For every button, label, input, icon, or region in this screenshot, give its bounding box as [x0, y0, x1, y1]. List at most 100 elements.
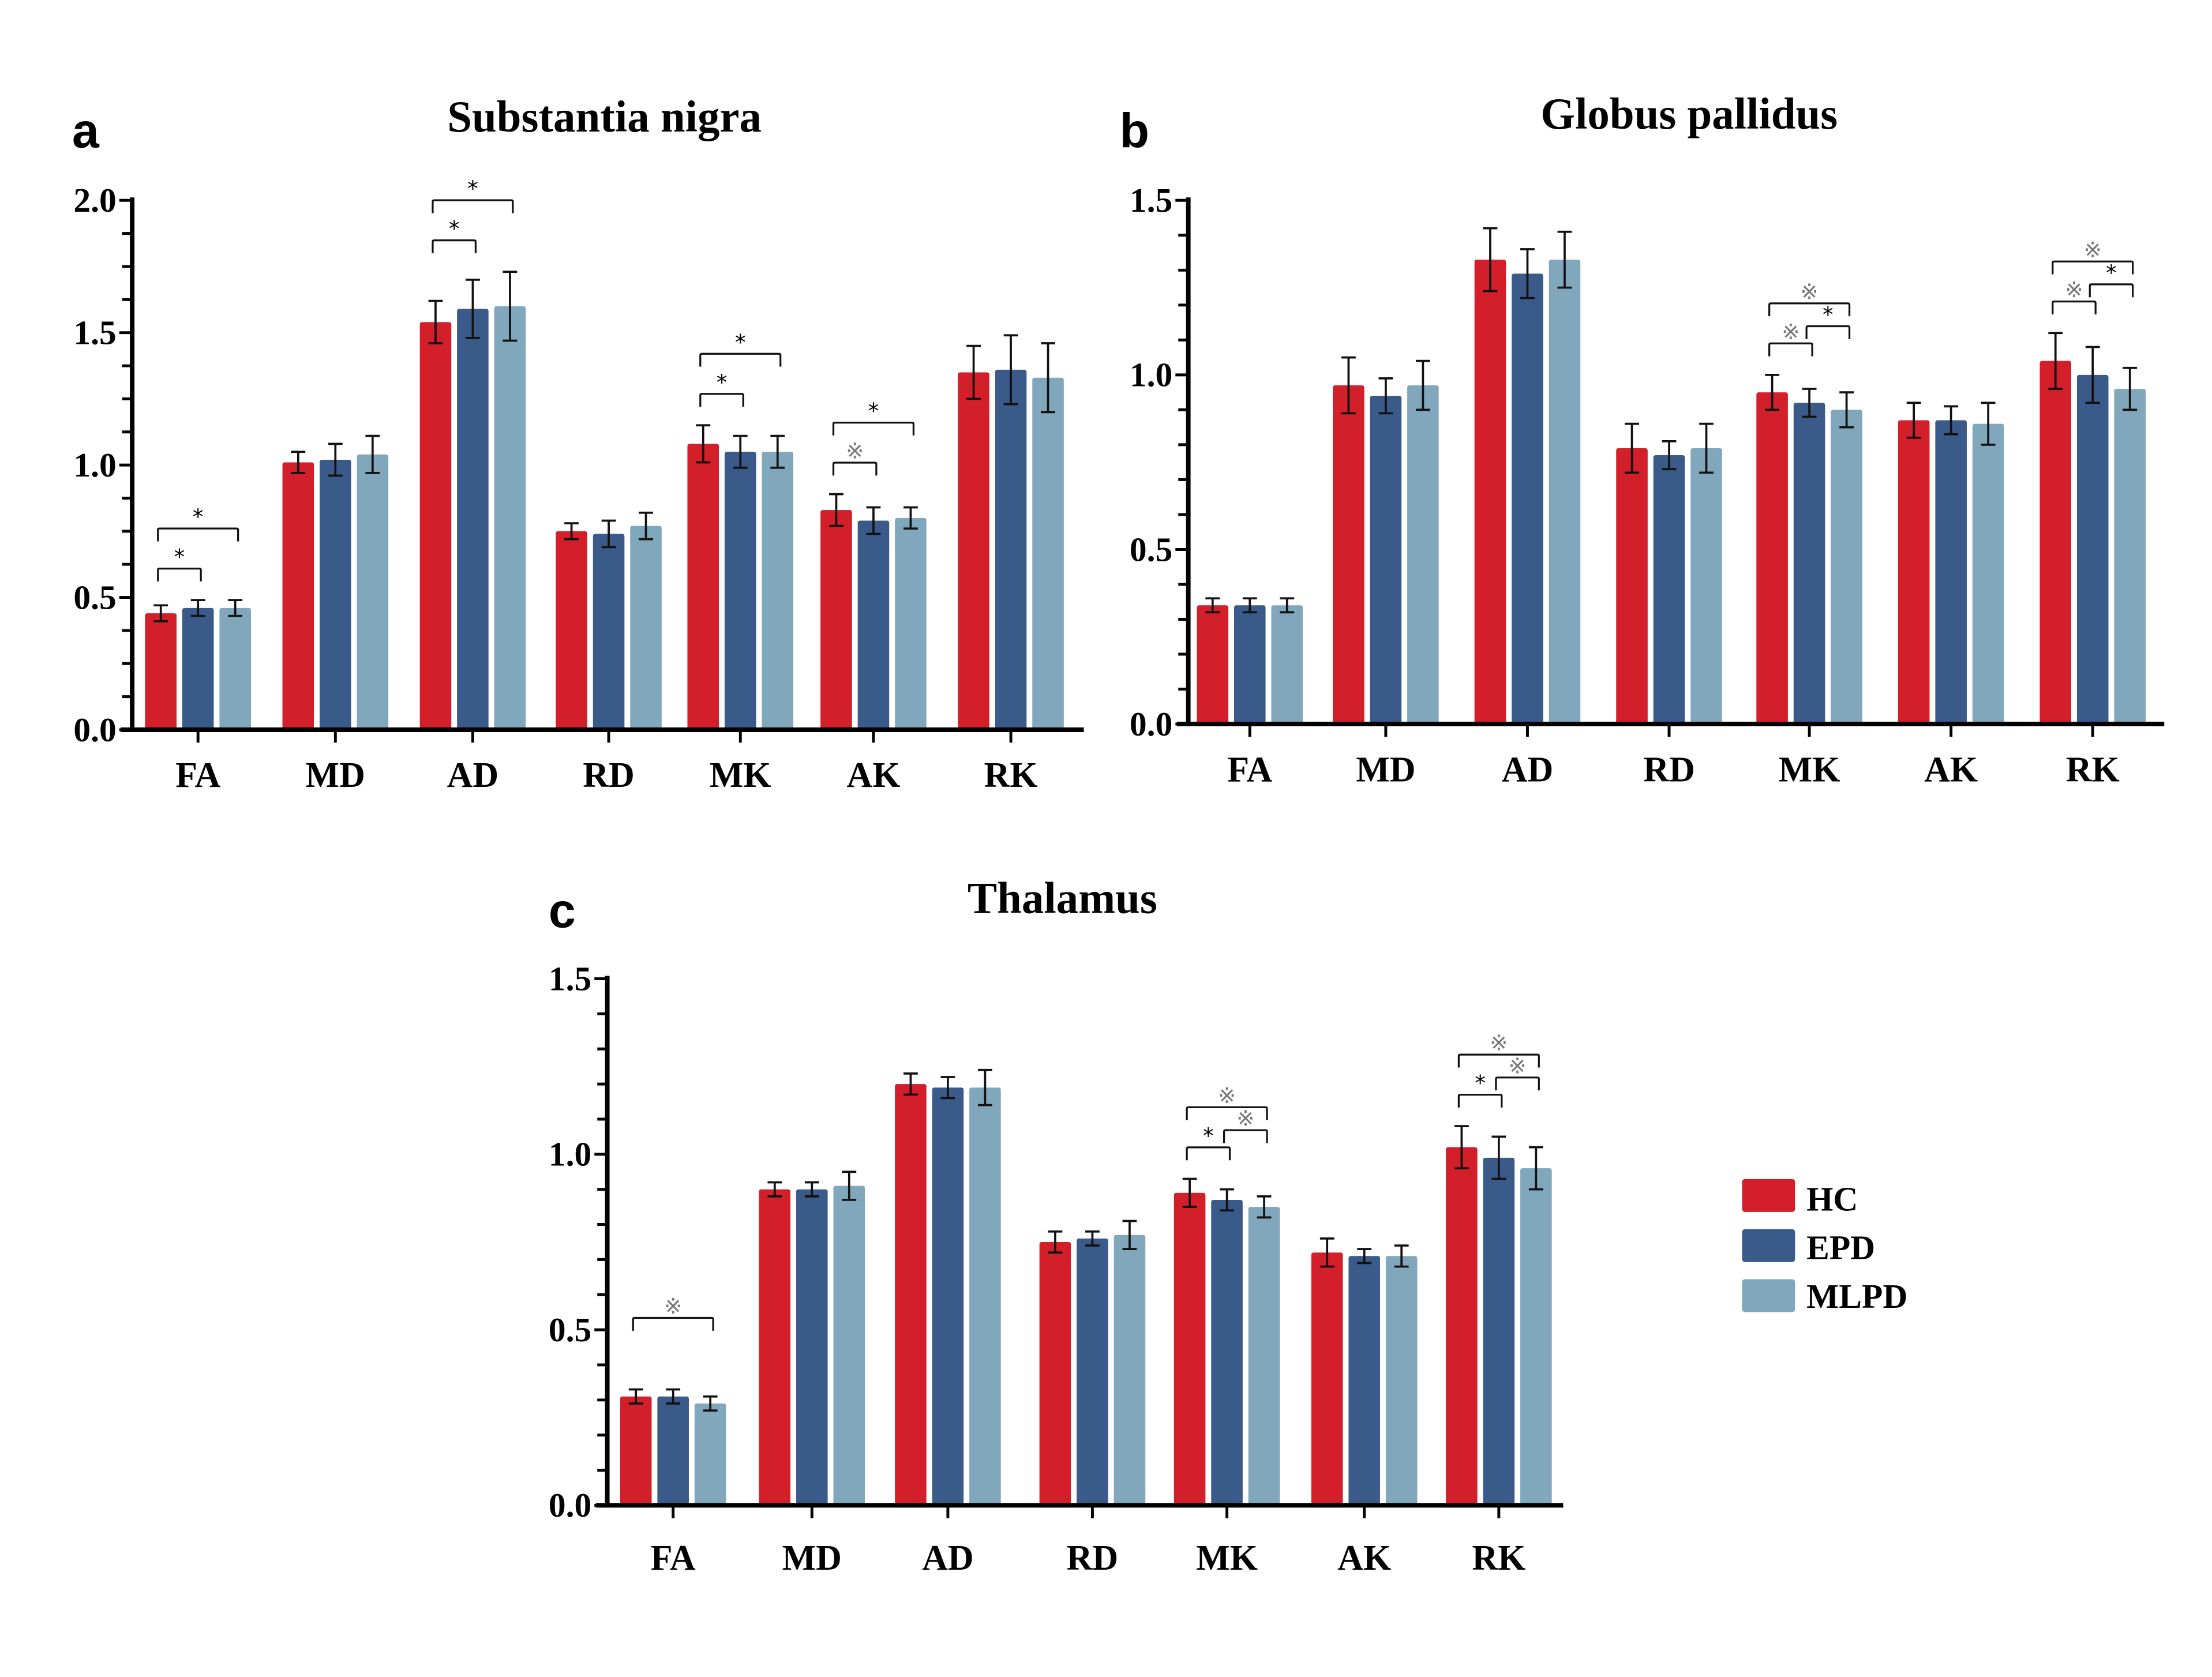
y-tick-label: 2.0: [73, 181, 116, 219]
error-bar: [978, 1068, 992, 1106]
x-tick-label-md: MD: [782, 1539, 842, 1578]
significance-asterisk: *: [193, 504, 204, 530]
bar-mlpd-rk: [2114, 389, 2146, 725]
bar-mlpd-rd: [1114, 1235, 1146, 1506]
x-tick-label-ad: AD: [1502, 750, 1554, 789]
error-bar: [1280, 597, 1295, 614]
bar-epd-fa: [657, 1396, 689, 1506]
significance-bracket: [2052, 260, 2134, 275]
significance-bracket: [2052, 301, 2097, 314]
error-bar: [1341, 356, 1356, 415]
significance-asterisk: *: [449, 216, 460, 241]
significance-reference-mark: ※: [1801, 279, 1819, 304]
error-bar: [1483, 227, 1498, 292]
x-tick-label-fa: FA: [651, 1539, 696, 1578]
significance-bracket: [432, 199, 514, 213]
legend: HC EPD MLPD: [1742, 1179, 1907, 1315]
error-bar: [1041, 342, 1055, 414]
bar-epd-ak: [1935, 420, 1967, 725]
error-bar: [1662, 440, 1677, 471]
error-bar: [903, 1072, 918, 1096]
significance-asterisk: *: [868, 398, 879, 423]
x-tick-label-mk: MK: [710, 756, 771, 795]
x-tick-label-mk: MK: [1779, 750, 1840, 789]
error-bar: [365, 434, 380, 474]
bar-epd-ak: [857, 520, 890, 730]
significance-bracket: [432, 239, 477, 253]
error-bar: [1839, 391, 1854, 429]
bar-mlpd-mk: [762, 452, 794, 730]
error-bar: [1182, 1177, 1197, 1208]
x-tick-label-ak: AK: [1337, 1539, 1391, 1578]
bar-epd-md: [1370, 396, 1402, 725]
bar-epd-mk: [1211, 1199, 1243, 1506]
bar-hc-rk: [1446, 1147, 1478, 1506]
bar-epd-fa: [1234, 605, 1266, 725]
x-tick-label-md: MD: [1356, 750, 1415, 789]
error-bar: [1319, 1237, 1334, 1268]
significance-bracket: [1186, 1106, 1268, 1120]
chart-title: Globus pallidus: [1540, 89, 1838, 138]
error-bar: [1981, 402, 1996, 446]
error-bar: [1906, 402, 1921, 439]
error-bar: [1003, 334, 1018, 406]
panel-letter-c: c: [549, 883, 576, 937]
bar-epd-ad: [457, 309, 489, 730]
bar-hc-rk: [958, 372, 989, 730]
bar-mlpd-md: [357, 454, 389, 730]
significance-reference-mark: ※: [846, 438, 864, 464]
error-bar: [639, 511, 653, 541]
error-bar: [1085, 1230, 1100, 1247]
panel-letter-a: a: [72, 103, 100, 157]
x-tick-label-mk: MK: [1196, 1539, 1258, 1578]
error-bar: [2123, 366, 2138, 411]
bar-hc-ad: [1474, 260, 1506, 725]
bar-hc-ak: [820, 510, 852, 730]
legend-label-mlpd: MLPD: [1806, 1277, 1907, 1315]
significance-asterisk: *: [174, 544, 185, 569]
y-tick-label: 1.5: [1130, 181, 1172, 219]
bar-epd-mk: [1793, 403, 1825, 725]
bar-mlpd-mk: [1248, 1207, 1280, 1506]
x-tick-label-rd: RD: [1067, 1539, 1119, 1578]
x-tick-label-ad: AD: [447, 756, 499, 795]
bar-mlpd-rd: [630, 526, 662, 730]
error-bar: [328, 442, 343, 477]
panel-globus-pallidus: b Globus pallidus 0.0 0.5 1.0 1.5 FA MD AD RD MK…: [1120, 89, 2165, 789]
legend-swatch-epd: [1742, 1229, 1795, 1262]
bar-hc-fa: [145, 613, 177, 730]
x-tick-label-ad: AD: [922, 1539, 974, 1578]
error-bar: [628, 1388, 643, 1405]
bar-hc-rk: [2039, 361, 2072, 725]
chart-title: Substantia nigra: [447, 92, 762, 141]
bar-mlpd-rk: [1520, 1168, 1552, 1506]
y-tick-label: 0.5: [549, 1311, 591, 1349]
error-bar: [770, 434, 785, 469]
bar-hc-mk: [1174, 1192, 1206, 1506]
bar-epd-md: [320, 459, 351, 730]
significance-reference-mark: ※: [2084, 237, 2102, 262]
bar-hc-md: [1333, 385, 1364, 725]
legend-swatch-hc: [1742, 1179, 1795, 1212]
bar-hc-mk: [687, 444, 719, 730]
y-tick-label: 0.5: [73, 578, 116, 616]
significance-bracket: [832, 462, 878, 476]
error-bar: [1802, 388, 1817, 418]
legend-label-epd: EPD: [1806, 1229, 1875, 1267]
bar-hc-rd: [1616, 448, 1648, 725]
significance-asterisk: *: [467, 176, 478, 201]
y-tick-label: 1.5: [549, 959, 591, 997]
bar-epd-rd: [1077, 1238, 1108, 1506]
significance-bracket: [832, 421, 915, 436]
bar-hc-ad: [419, 322, 452, 730]
significance-reference-mark: ※: [1782, 319, 1799, 344]
error-bar: [1528, 1146, 1543, 1191]
error-bar: [1765, 373, 1780, 411]
error-bar: [1520, 248, 1535, 299]
bar-epd-rk: [1483, 1157, 1515, 1506]
x-tick-label-rk: RK: [984, 756, 1038, 795]
error-bar: [2048, 332, 2063, 390]
error-bar: [190, 599, 205, 617]
y-tick-label: 0.5: [1130, 530, 1172, 568]
